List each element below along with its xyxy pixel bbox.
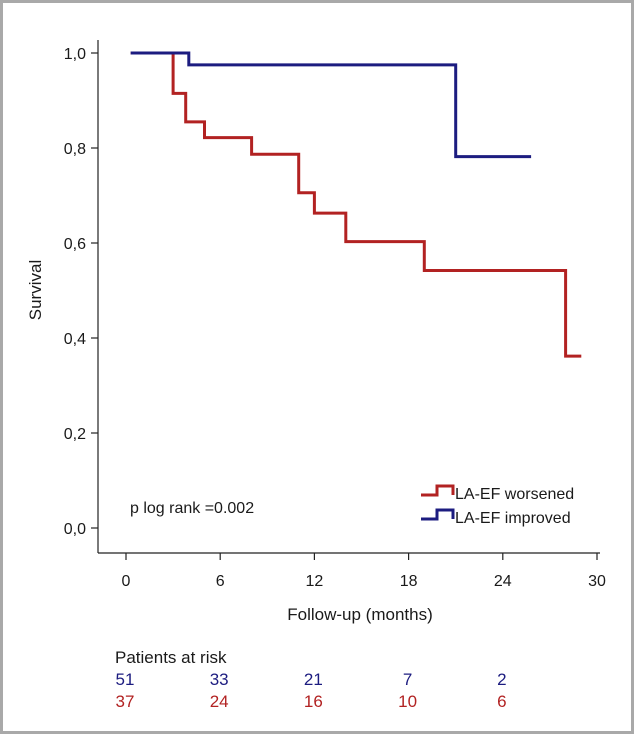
chart-legend: LA-EF worsened LA-EF improved xyxy=(421,484,574,527)
risk-cell: 24 xyxy=(209,692,229,711)
legend-symbol-improved xyxy=(421,508,455,521)
y-tick-label: 0,4 xyxy=(64,331,86,348)
risk-cell: 37 xyxy=(115,692,135,711)
risk-cell: 7 xyxy=(402,670,413,689)
x-tick-label: 12 xyxy=(306,573,324,590)
risk-cell: 10 xyxy=(398,692,418,711)
y-tick-label: 0,2 xyxy=(64,426,86,443)
chart-axes: 0,0 0,2 0,4 0,6 0,8 1,0 0 6 12 18 24 30 xyxy=(64,40,606,590)
survival-curve-worsened xyxy=(130,51,582,358)
y-axis-title: Survival xyxy=(26,260,45,320)
y-tick-label: 0,0 xyxy=(64,521,86,538)
legend-symbol-worsened xyxy=(421,484,455,497)
risk-cell: 33 xyxy=(209,670,229,689)
x-axis-title: Follow-up (months) xyxy=(287,605,433,624)
risk-cell: 51 xyxy=(115,670,135,689)
risk-table-title: Patients at risk xyxy=(115,648,227,667)
y-tick-label: 0,6 xyxy=(64,236,86,253)
risk-cell: 2 xyxy=(497,670,507,689)
survival-curves xyxy=(130,51,582,358)
risk-row: 37 24 16 10 6 xyxy=(115,690,634,712)
risk-table: Patients at risk 51 33 21 7 2 37 24 16 10 6 xyxy=(115,648,634,712)
risk-row: 51 33 21 7 2 xyxy=(115,668,634,690)
x-tick-label: 18 xyxy=(400,573,418,590)
legend-label-improved: LA-EF improved xyxy=(455,510,571,527)
y-tick-label: 0,8 xyxy=(64,141,86,158)
x-tick-label: 0 xyxy=(122,573,131,590)
risk-table-rows: 51 33 21 7 2 37 24 16 10 6 xyxy=(115,668,634,712)
survival-curve-improved xyxy=(130,51,532,159)
x-tick-label: 24 xyxy=(494,573,512,590)
survival-chart: 0,0 0,2 0,4 0,6 0,8 1,0 0 6 12 18 24 30 p log rank … xyxy=(26,40,606,624)
legend-label-worsened: LA-EF worsened xyxy=(455,486,574,503)
p-value-annotation: p log rank =0.002 xyxy=(130,500,254,517)
risk-cell: 6 xyxy=(497,692,507,711)
x-tick-label: 30 xyxy=(588,573,606,590)
x-tick-label: 6 xyxy=(216,573,225,590)
risk-cell: 16 xyxy=(303,692,323,711)
risk-cell: 21 xyxy=(303,670,323,689)
y-tick-label: 1,0 xyxy=(64,46,86,63)
